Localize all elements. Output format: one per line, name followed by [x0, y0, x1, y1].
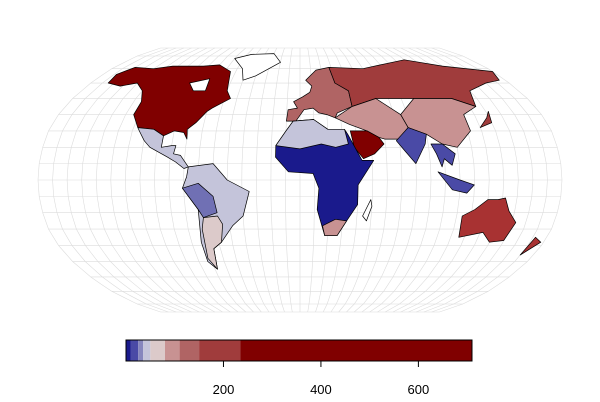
meridian	[285, 47, 293, 313]
indonesia	[437, 171, 475, 194]
colorbar-segment	[138, 340, 144, 361]
meridian	[439, 47, 563, 313]
hudson-bay	[189, 78, 211, 92]
australia	[458, 197, 517, 243]
andes	[182, 182, 218, 218]
colorbar-segment	[164, 340, 180, 361]
southeast-asia	[430, 143, 456, 168]
meridian	[241, 47, 270, 313]
colorbar-segment	[150, 340, 165, 361]
meridian	[431, 47, 548, 313]
meridian	[255, 47, 278, 313]
land	[107, 53, 542, 270]
argentina	[201, 215, 223, 270]
meridian	[37, 47, 161, 313]
colorbar-segment	[199, 340, 241, 361]
colorbar-segment	[130, 340, 139, 361]
new-zealand	[519, 236, 542, 256]
colorbar: 200 400 600	[125, 339, 473, 397]
colorbar-segment	[240, 340, 472, 361]
central-america	[137, 127, 189, 169]
southern-africa	[322, 218, 347, 236]
colorbar-frame	[125, 339, 473, 362]
colorbar-segment	[179, 340, 200, 361]
north-africa	[275, 119, 349, 150]
north-america	[107, 64, 231, 140]
colorbar-segment	[126, 340, 131, 361]
greenland	[234, 53, 281, 81]
tick-label: 400	[310, 382, 332, 397]
meridian	[52, 47, 169, 313]
meridian	[270, 47, 285, 313]
japan	[479, 110, 493, 128]
india	[395, 127, 427, 164]
colorbar-segment	[143, 340, 151, 361]
madagascar	[362, 199, 373, 222]
graticule	[37, 47, 563, 313]
tick-label: 600	[408, 382, 430, 397]
tick-label: 200	[213, 382, 235, 397]
